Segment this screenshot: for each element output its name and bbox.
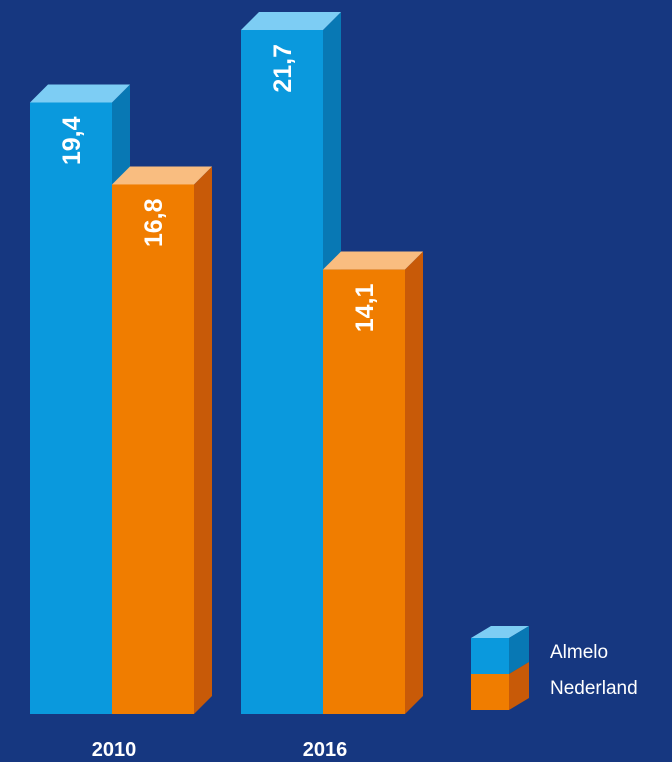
bars-group: 19,4 16,8 2010 21,7 14,1 2016: [30, 12, 423, 761]
legend-swatch-almelo: [471, 638, 509, 674]
bar-front-face: [323, 269, 405, 714]
legend-swatch-side-nederland: [509, 662, 529, 710]
bar-front-face: [241, 30, 323, 714]
bar-side-face: [194, 166, 212, 715]
bar-side-face: [405, 251, 423, 714]
legend-swatch-nederland: [471, 674, 509, 710]
legend-swatch-side-almelo: [509, 626, 529, 674]
legend-label-almelo: Almelo: [550, 642, 608, 663]
bar-nederland-2016: 14,1: [323, 251, 423, 714]
bar-front-face: [112, 184, 194, 715]
value-label: 21,7: [269, 44, 297, 93]
category-label: 2010: [92, 739, 137, 761]
value-label: 16,8: [140, 198, 168, 247]
bar-top-face: [112, 166, 212, 185]
bar-front-face: [30, 102, 112, 715]
legend-swatch-top: [471, 626, 529, 638]
value-label: 19,4: [58, 116, 86, 165]
bar-top-face: [241, 12, 341, 30]
bar-top-face: [30, 84, 130, 103]
bar-nederland-2010: 16,8: [112, 166, 212, 715]
legend-label-nederland: Nederland: [550, 678, 638, 699]
bar-top-face: [323, 251, 423, 270]
legend: Almelo Nederland: [471, 626, 638, 710]
category-label: 2016: [303, 739, 348, 761]
value-label: 14,1: [351, 283, 379, 332]
